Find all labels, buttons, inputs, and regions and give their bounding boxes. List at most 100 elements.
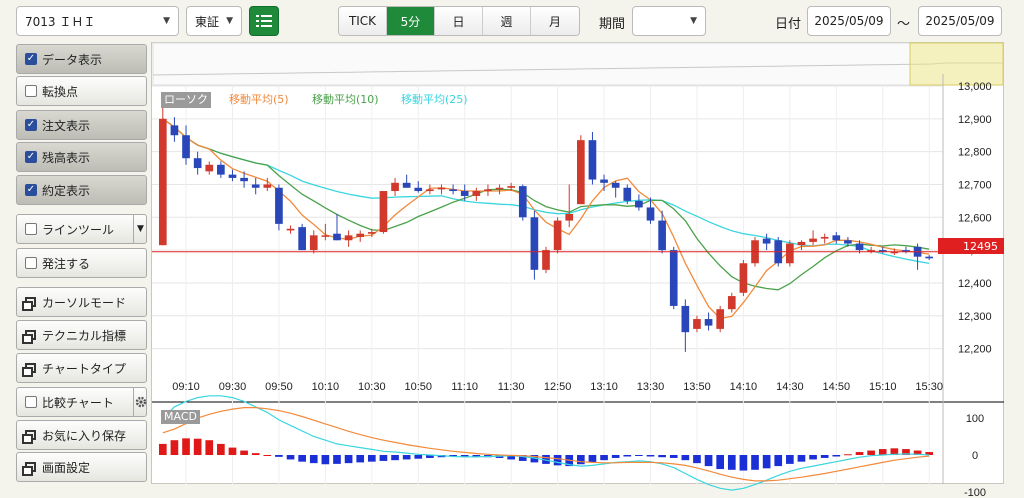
candle-body: [402, 182, 411, 188]
macd-histogram-bar: [240, 450, 248, 455]
sidebar-item-label: お気に入り保存: [42, 428, 127, 443]
candlestick-series: [152, 107, 943, 352]
sidebar-item-line-tool[interactable]: ラインツール ▼: [16, 214, 147, 244]
candle: [646, 197, 655, 224]
macd-histogram-bar: [472, 455, 481, 457]
candle-body: [240, 177, 248, 182]
checkbox-icon[interactable]: [25, 257, 37, 269]
candle: [658, 210, 666, 254]
checkbox-icon[interactable]: [25, 151, 37, 163]
checkbox-icon[interactable]: [25, 396, 37, 408]
macd-tick-label: 100: [966, 413, 984, 425]
candle: [402, 174, 411, 188]
chart-panel[interactable]: [151, 42, 1004, 484]
candle: [484, 184, 492, 196]
macd-histogram-bar: [878, 449, 887, 455]
candle-body: [727, 296, 736, 310]
checkbox-icon[interactable]: [25, 223, 37, 235]
macd-histogram-bar: [925, 452, 934, 455]
period-label: 期間: [599, 17, 626, 32]
macd-histogram-bar: [426, 455, 434, 458]
sidebar-item-order-display[interactable]: 注文表示: [16, 110, 147, 140]
candle-body: [739, 263, 748, 293]
stock-select[interactable]: 7013 ＩＨＩ ▼: [16, 6, 179, 36]
candle: [495, 184, 504, 195]
candle-body: [228, 174, 237, 178]
macd-histogram-bar: [379, 455, 388, 461]
time-tick-label: 14:50: [823, 381, 851, 393]
macd-histogram-bar: [844, 454, 852, 456]
candle-body: [867, 250, 875, 252]
macd-histogram-bar: [669, 455, 678, 458]
candle-body: [414, 187, 423, 192]
candle: [588, 131, 597, 185]
macd-histogram-bar: [402, 455, 411, 460]
checkbox-icon[interactable]: [25, 184, 37, 196]
navigator-line: [152, 62, 1003, 76]
macd-histogram-bar: [681, 455, 690, 461]
macd-histogram-bar: [867, 450, 875, 455]
macd-histogram-bar: [658, 455, 666, 458]
candle: [286, 225, 295, 234]
candle: [600, 174, 608, 192]
gear-icon[interactable]: [133, 388, 147, 416]
list-menu-button[interactable]: [249, 6, 279, 36]
candle: [182, 125, 190, 165]
sidebar-item-turning-point[interactable]: 転換点: [16, 76, 147, 106]
candle-body: [611, 182, 620, 188]
sidebar-item-execution-display[interactable]: 約定表示: [16, 175, 147, 205]
tab-day[interactable]: 日: [435, 7, 483, 35]
macd-histogram-bar: [309, 455, 318, 464]
candle-body: [495, 187, 504, 190]
sidebar-item-data-display[interactable]: データ表示: [16, 44, 147, 74]
macd-histogram-bar: [704, 455, 713, 467]
macd-histogram-bar: [577, 455, 585, 465]
period-select[interactable]: ▼: [632, 6, 706, 36]
price-tick-label: 12,400: [958, 278, 992, 290]
time-tick-label: 14:30: [776, 381, 804, 393]
candle: [635, 194, 643, 211]
checkbox-icon[interactable]: [25, 85, 37, 97]
sidebar-item-technical-indicators[interactable]: テクニカル指標: [16, 320, 147, 350]
candle: [809, 230, 817, 246]
tab-week[interactable]: 週: [483, 7, 531, 35]
sidebar-item-label: テクニカル指標: [42, 328, 127, 343]
date-label: 日付: [775, 17, 802, 32]
market-select[interactable]: 東証 ▼: [186, 6, 242, 36]
candle: [542, 246, 550, 274]
sidebar-item-cursor-mode[interactable]: カーソルモード: [16, 287, 147, 317]
macd-histogram-bar: [623, 455, 632, 457]
candle: [391, 177, 399, 196]
candle-body: [844, 240, 852, 244]
macd-histogram-bar: [367, 455, 376, 462]
sidebar-item-chart-type[interactable]: チャートタイプ: [16, 353, 147, 383]
sidebar-item-label: 約定表示: [42, 183, 91, 198]
sidebar-item-compare-chart[interactable]: 比較チャート: [16, 387, 147, 417]
tab-tick[interactable]: TICK: [339, 7, 387, 35]
candle: [762, 233, 771, 251]
date-to-input[interactable]: 2025/05/09: [918, 6, 1002, 36]
sidebar-item-save-favorite[interactable]: お気に入り保存: [16, 420, 147, 450]
candle: [205, 161, 214, 175]
candle-body: [205, 164, 214, 172]
sidebar-item-screen-settings[interactable]: 画面設定: [16, 452, 147, 482]
macd-histogram-bar: [449, 455, 457, 457]
candle-body: [217, 164, 225, 175]
sidebar-item-balance-display[interactable]: 残高表示: [16, 142, 147, 172]
macd-histogram-bar: [820, 455, 829, 458]
tab-month[interactable]: 月: [531, 7, 579, 35]
checkbox-icon[interactable]: [25, 119, 37, 131]
signal-line: [162, 407, 930, 482]
checkbox-icon[interactable]: [25, 53, 37, 65]
candle: [902, 246, 910, 254]
sidebar-item-place-order[interactable]: 発注する: [16, 248, 147, 278]
candle-body: [623, 187, 632, 201]
chevron-down-icon[interactable]: ▼: [133, 215, 147, 243]
date-from-input[interactable]: 2025/05/09: [807, 6, 891, 36]
tab-5min[interactable]: 5分: [387, 7, 435, 35]
navigator-window: [909, 42, 1004, 86]
candle: [507, 182, 515, 192]
candle-body: [925, 256, 934, 259]
candle: [704, 312, 713, 331]
